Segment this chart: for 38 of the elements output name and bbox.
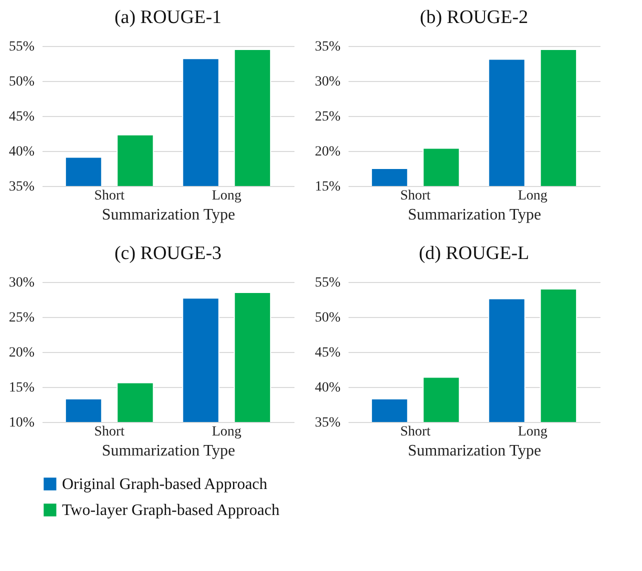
x-axis-title: Summarization Type (102, 442, 236, 460)
y-tick-label: 50% (8, 74, 35, 90)
x-axis-title: Summarization Type (102, 206, 236, 224)
y-tick-label: 45% (8, 110, 35, 124)
x-tick-label: Long (518, 188, 548, 204)
y-tick-label: 35% (314, 416, 341, 430)
legend-label: Original Graph-based Approach (62, 476, 268, 493)
x-tick-label: Short (94, 424, 125, 440)
y-tick-label: 55% (8, 40, 35, 54)
chart-title: (d) ROUGE-L (418, 243, 530, 264)
y-tick-label: 35% (314, 40, 341, 54)
y-tick-label: 25% (314, 110, 341, 124)
x-tick-label: Long (518, 424, 548, 440)
y-tick-label: 20% (314, 144, 341, 160)
x-tick-label: Long (212, 188, 242, 204)
x-tick-label: Short (400, 188, 431, 204)
x-axis-title: Summarization Type (408, 206, 542, 224)
x-tick-label: Short (94, 188, 125, 204)
y-tick-label: 55% (314, 276, 341, 290)
y-tick-label: 50% (314, 310, 341, 326)
y-tick-label: 30% (314, 74, 341, 90)
chart-title: (b) ROUGE-2 (420, 7, 528, 28)
y-tick-label: 20% (8, 346, 35, 360)
y-tick-label: 35% (8, 180, 35, 194)
y-tick-label: 40% (8, 144, 35, 160)
y-tick-label: 15% (8, 380, 35, 396)
chart-title: (c) ROUGE-3 (114, 243, 222, 264)
x-tick-label: Long (212, 424, 242, 440)
x-tick-label: Short (400, 424, 431, 440)
chart-title: (a) ROUGE-1 (114, 7, 222, 28)
y-tick-label: 15% (314, 180, 341, 194)
y-tick-label: 45% (314, 346, 341, 360)
y-tick-label: 10% (8, 416, 35, 430)
y-tick-label: 30% (8, 276, 35, 290)
x-axis-title: Summarization Type (408, 442, 542, 460)
legend-label: Two-layer Graph-based Approach (62, 502, 280, 519)
y-tick-label: 25% (8, 310, 35, 326)
y-tick-label: 40% (314, 380, 341, 396)
